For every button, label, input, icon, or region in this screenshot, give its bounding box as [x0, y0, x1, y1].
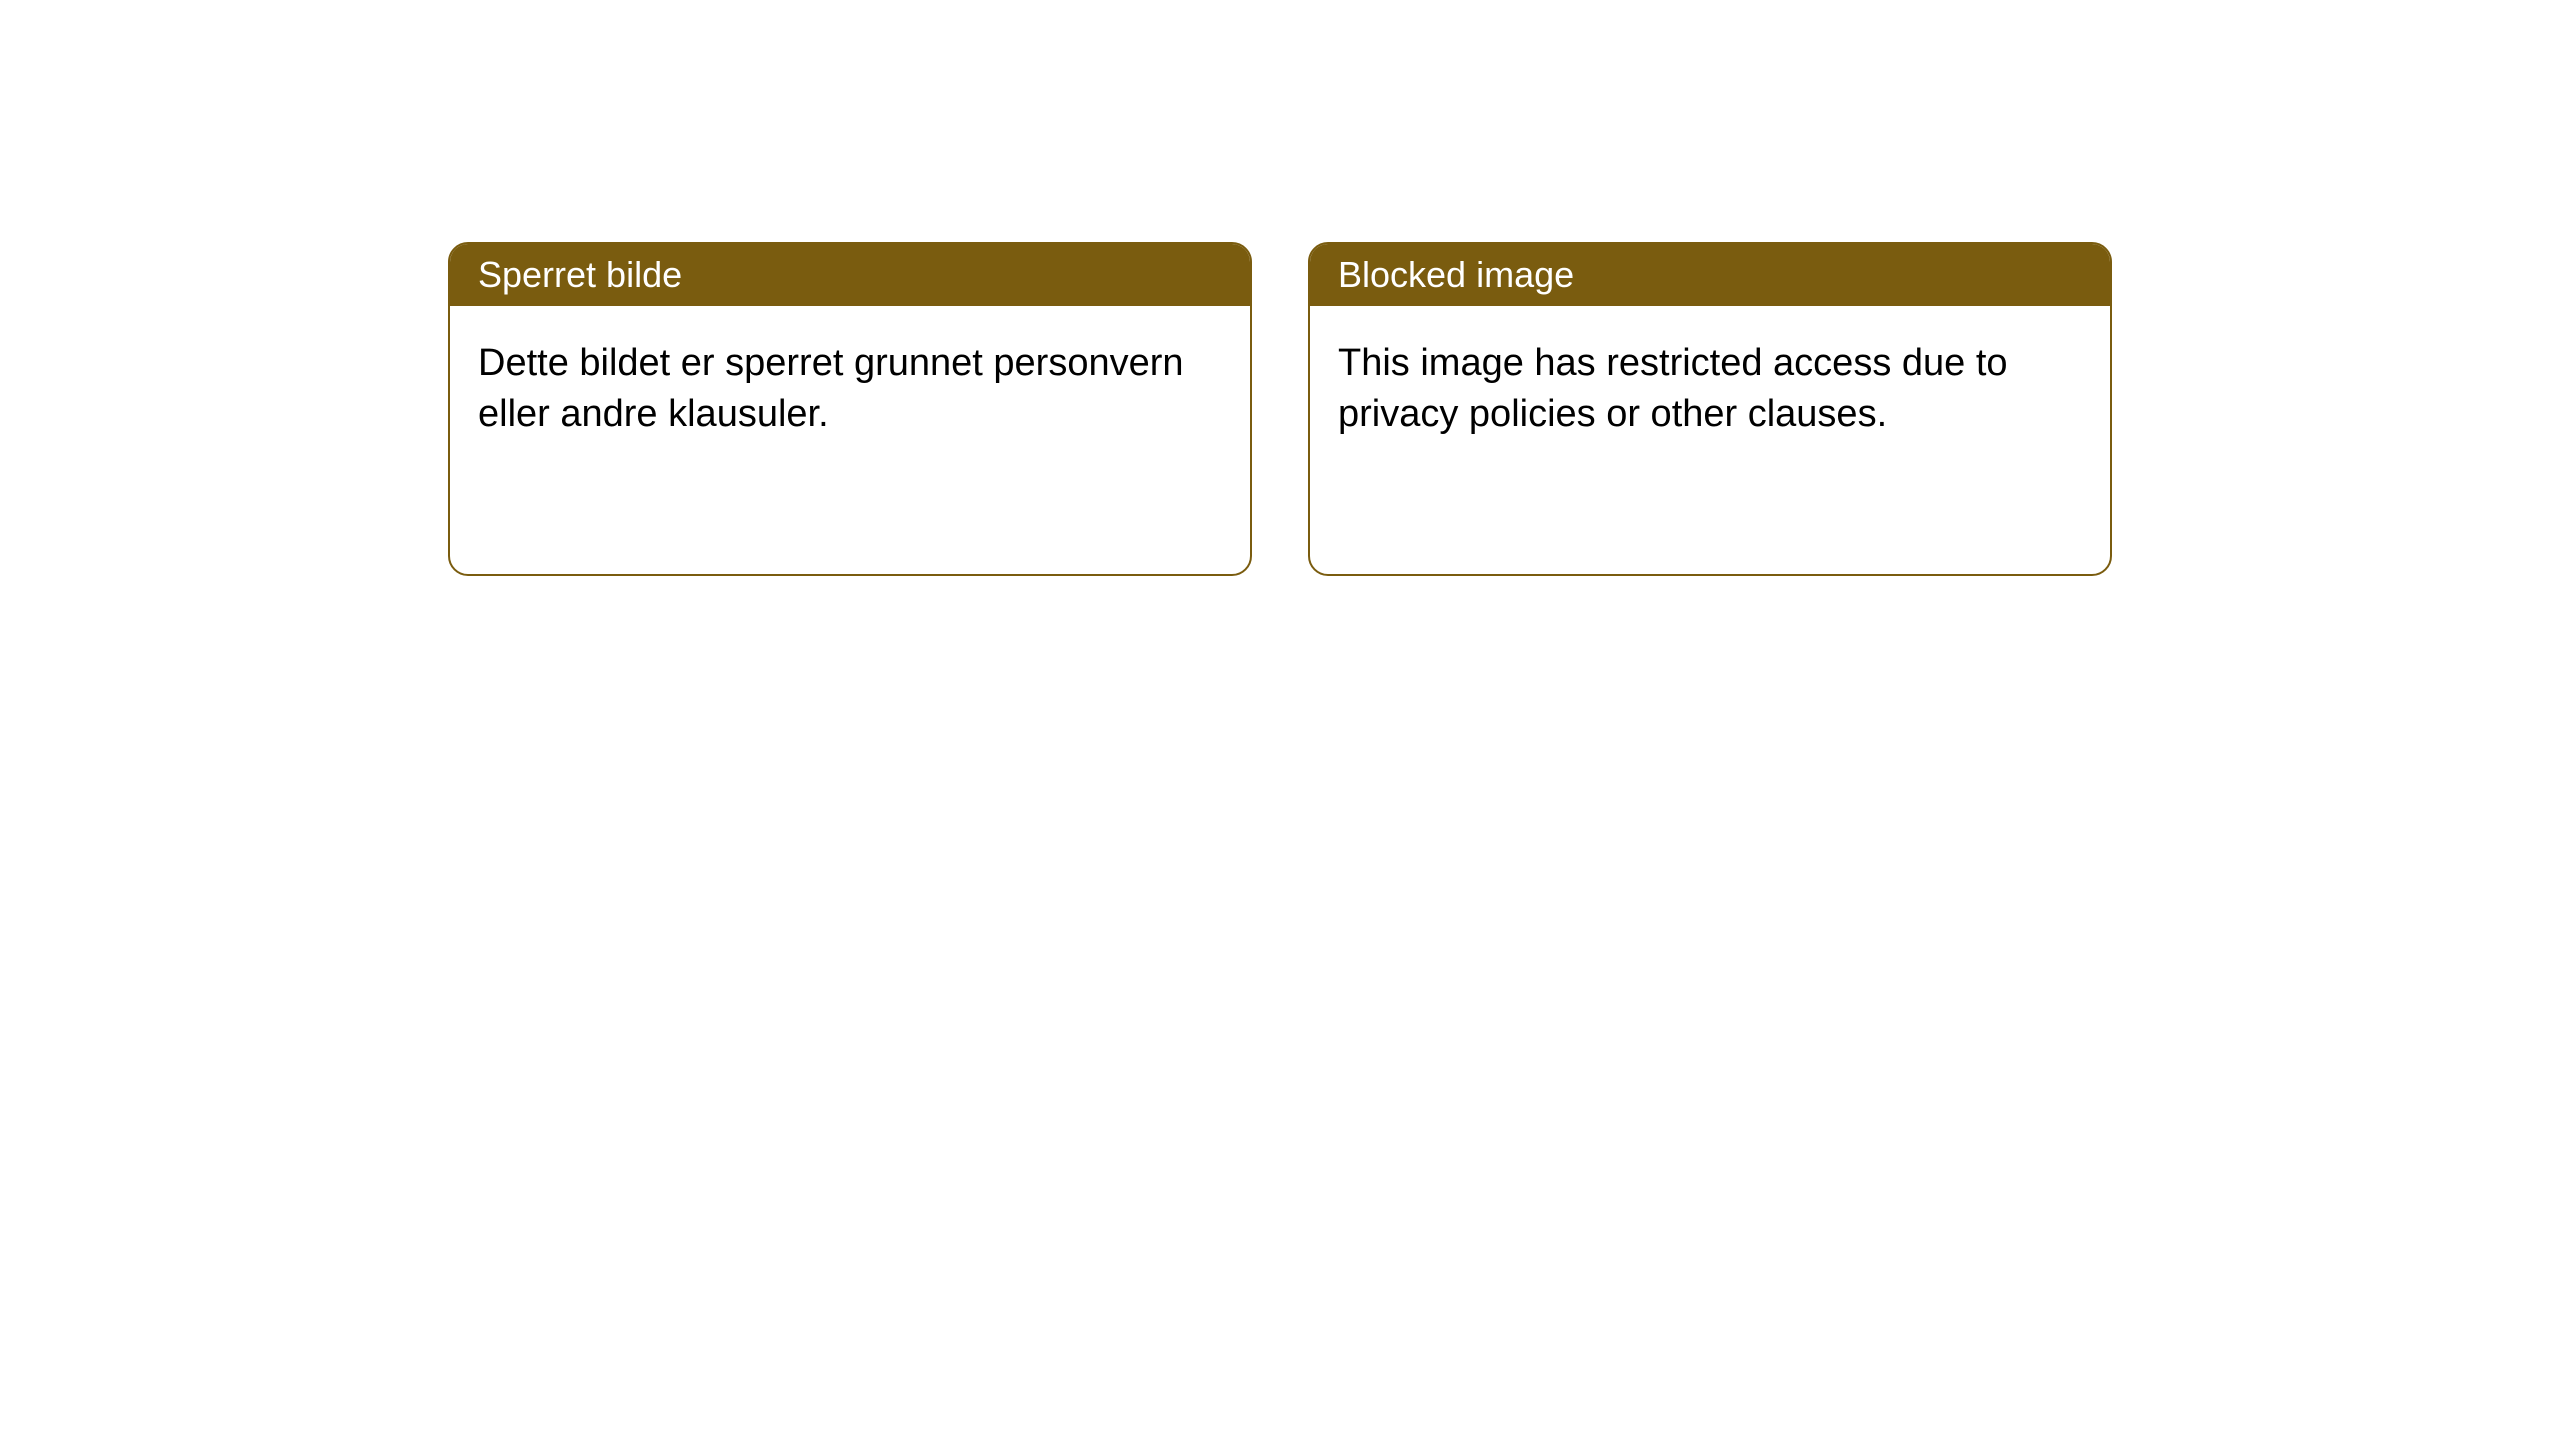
card-body: Dette bildet er sperret grunnet personve… [450, 306, 1250, 473]
card-body-text: Dette bildet er sperret grunnet personve… [478, 342, 1184, 435]
card-row: Sperret bilde Dette bildet er sperret gr… [0, 0, 2560, 576]
blocked-image-card-en: Blocked image This image has restricted … [1308, 242, 2112, 576]
card-title: Sperret bilde [478, 254, 682, 295]
card-header: Blocked image [1310, 244, 2110, 306]
card-body: This image has restricted access due to … [1310, 306, 2110, 473]
blocked-image-card-no: Sperret bilde Dette bildet er sperret gr… [448, 242, 1252, 576]
card-title: Blocked image [1338, 254, 1574, 295]
card-header: Sperret bilde [450, 244, 1250, 306]
card-body-text: This image has restricted access due to … [1338, 342, 2008, 435]
